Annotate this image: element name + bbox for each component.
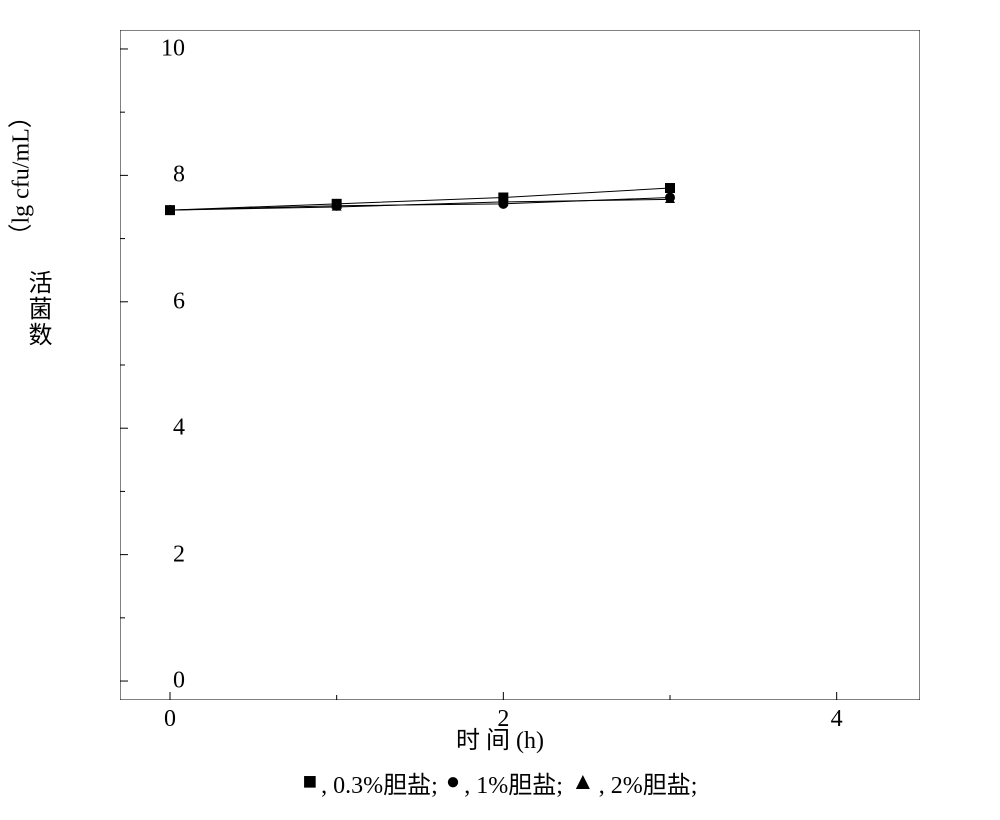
y-tick-label: 4 <box>145 415 185 442</box>
legend-marker-icon: ■ <box>303 769 318 796</box>
x-axis-label: 时 间 (h) <box>456 720 544 755</box>
y-tick-label: 2 <box>145 541 185 568</box>
legend-marker-icon: ▲ <box>571 769 595 796</box>
y-axis-unit: （lg cfu/mL） <box>1 104 36 247</box>
y-tick-label: 8 <box>145 162 185 189</box>
y-tick-label: 6 <box>145 288 185 315</box>
legend: ■, 0.3%胆盐; ●, 1%胆盐; ▲, 2%胆盐; <box>299 765 702 800</box>
y-axis-label: 活菌数 <box>20 270 55 348</box>
legend-item: ▲, 2%胆盐; <box>571 765 697 800</box>
y-tick-label: 0 <box>145 668 185 695</box>
legend-label: , 1%胆盐; <box>464 765 563 800</box>
x-tick-label: 0 <box>155 706 185 733</box>
chart-svg <box>120 30 920 700</box>
chart-container <box>120 30 920 700</box>
marker-square <box>665 183 675 193</box>
x-tick-label: 4 <box>822 706 852 733</box>
legend-item: ■, 0.3%胆盐; <box>303 765 438 800</box>
legend-label: , 0.3%胆盐; <box>321 765 438 800</box>
legend-label: , 2%胆盐; <box>599 765 698 800</box>
y-tick-label: 10 <box>145 35 185 62</box>
legend-item: ●, 1%胆盐; <box>446 765 563 800</box>
series-line <box>170 188 670 210</box>
legend-marker-icon: ● <box>446 769 461 796</box>
axis-box <box>120 30 920 700</box>
